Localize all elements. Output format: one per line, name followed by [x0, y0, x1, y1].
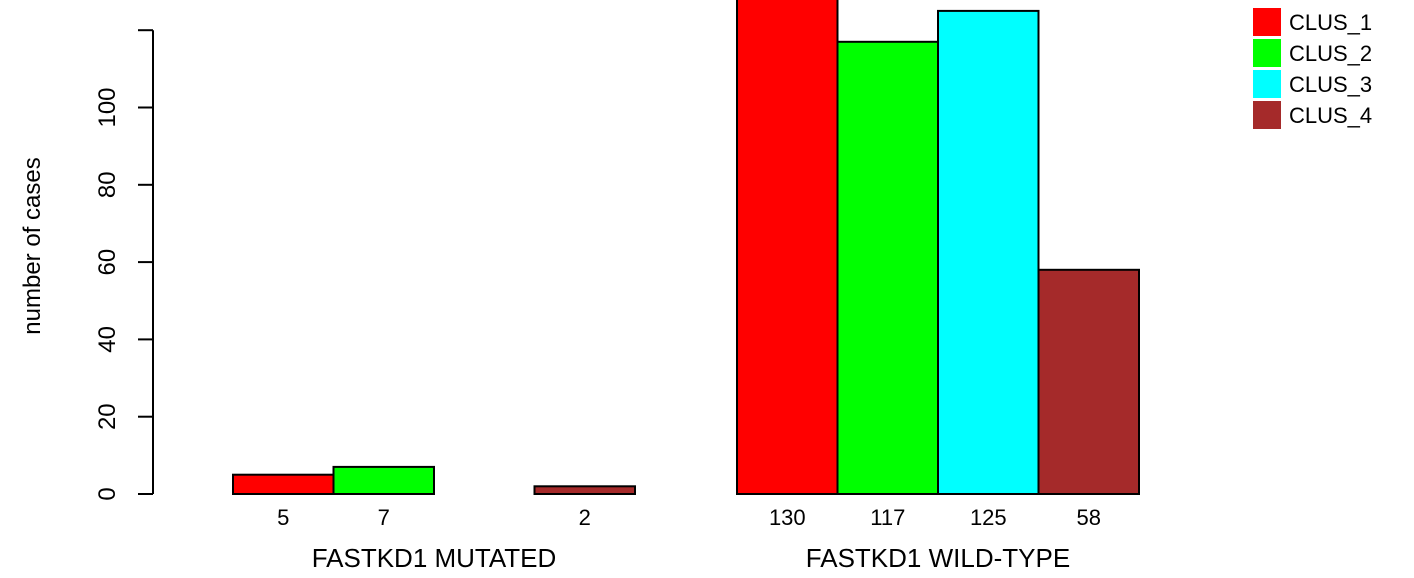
legend-swatch-clus-1: [1253, 8, 1281, 36]
legend-swatch-clus-3: [1253, 70, 1281, 98]
legend-swatch-clus-4: [1253, 101, 1281, 129]
group-labels: FASTKD1 MUTATED FASTKD1 WILD-TYPE: [312, 543, 1071, 573]
y-tick-label: 80: [94, 171, 121, 198]
bar-fastkd1-wild-type-clus-2: [836, 40, 939, 496]
legend-label: CLUS_1: [1289, 10, 1372, 35]
y-tick-label: 40: [94, 326, 121, 353]
y-tick-label: 20: [94, 403, 121, 430]
y-tick-label: 100: [94, 87, 121, 127]
bar-fastkd1-mutated-clus-2: [332, 465, 435, 495]
value-label: 125: [970, 505, 1007, 530]
legend-label: CLUS_3: [1289, 72, 1372, 97]
value-label: 7: [378, 505, 390, 530]
legend-label: CLUS_4: [1289, 103, 1372, 128]
value-label: 117: [870, 505, 905, 530]
y-tick-label: 0: [94, 487, 121, 500]
bar-fastkd1-wild-type-clus-1: [736, 0, 839, 495]
value-label: 2: [579, 505, 591, 530]
y-tick-label: 60: [94, 249, 121, 276]
value-label: 5: [277, 505, 289, 530]
y-axis-label: number of cases: [19, 157, 46, 334]
bar-fastkd1-mutated-clus-1: [232, 473, 335, 496]
legend-label: CLUS_2: [1289, 41, 1372, 66]
value-labels: 5 7 2 130 117 125 58: [277, 505, 1101, 530]
y-axis: 0 20 40 60 80 100: [94, 29, 154, 501]
legend: CLUS_1 CLUS_2 CLUS_3 CLUS_4: [1253, 8, 1372, 129]
bar-fastkd1-mutated-clus-4: [533, 485, 636, 495]
bar-fastkd1-wild-type-clus-3: [937, 9, 1040, 496]
value-label: 130: [769, 505, 806, 530]
group-label: FASTKD1 WILD-TYPE: [806, 543, 1070, 573]
bar-fastkd1-wild-type-clus-4: [1037, 268, 1140, 495]
legend-swatch-clus-2: [1253, 39, 1281, 67]
value-label: 58: [1077, 505, 1101, 530]
group-label: FASTKD1 MUTATED: [312, 543, 557, 573]
bars-layer: [232, 0, 1140, 496]
